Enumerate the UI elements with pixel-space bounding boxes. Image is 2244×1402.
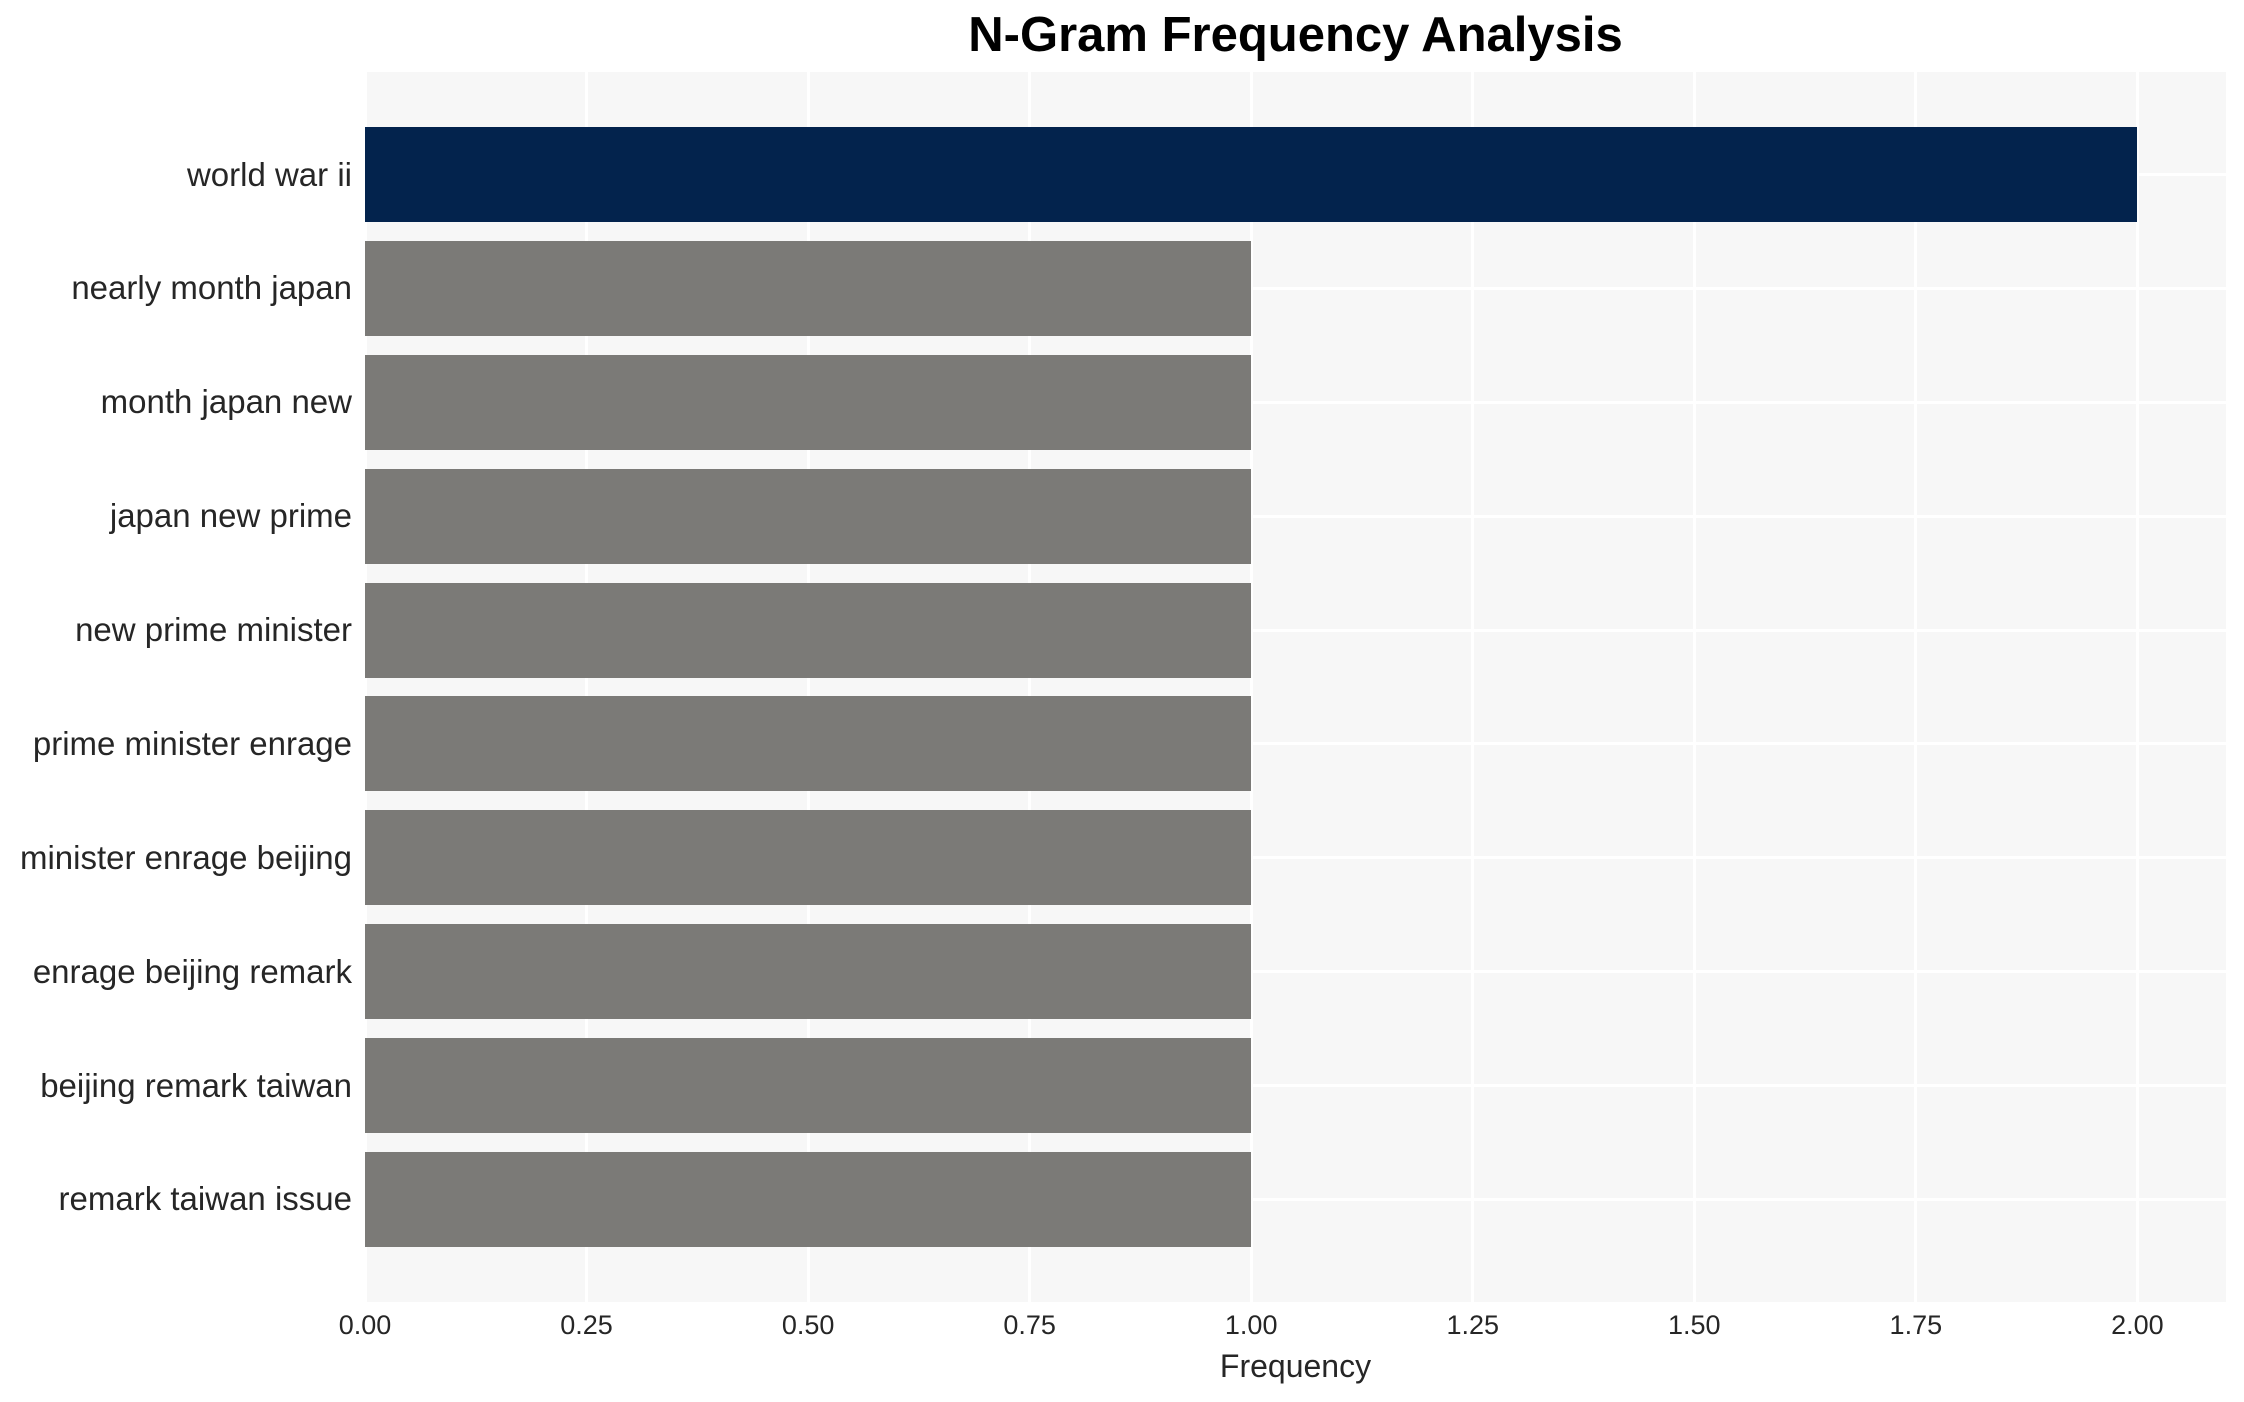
horizontal-gridline	[365, 628, 2226, 632]
bar-row: remark taiwan issue	[0, 1151, 2226, 1247]
y-tick-label: minister enrage beijing	[19, 838, 352, 876]
x-tick-label: 0.25	[560, 1310, 613, 1340]
bar-row: beijing remark taiwan	[0, 1038, 2226, 1133]
y-tick-label: world war ii	[186, 155, 352, 193]
vertical-gridline	[1028, 72, 1032, 1302]
chart-title: N-Gram Frequency Analysis	[968, 8, 1623, 62]
y-tick-label: remark taiwan issue	[58, 1180, 352, 1218]
bar-track	[365, 924, 2226, 1020]
vertical-gridline	[1692, 72, 1696, 1302]
x-tick-label: 1.00	[1224, 1310, 1278, 1340]
bar	[365, 1038, 1252, 1133]
bar-row: nearly month japan	[0, 240, 2226, 336]
x-tick-label: 1.75	[1889, 1310, 1943, 1340]
bar	[365, 468, 1252, 564]
bar-track	[365, 468, 2226, 564]
horizontal-gridline	[365, 742, 2226, 746]
horizontal-gridline	[365, 514, 2226, 518]
vertical-gridline	[2135, 72, 2139, 1302]
vertical-gridline	[585, 72, 589, 1302]
bar-row: new prime minister	[0, 582, 2226, 678]
bar-track	[365, 127, 2226, 222]
bar	[365, 810, 1252, 906]
bar-track	[365, 354, 2226, 450]
vertical-gridline	[806, 72, 810, 1302]
bar-row: prime minister enrage	[0, 696, 2226, 792]
horizontal-gridline	[365, 286, 2226, 290]
bar-track	[365, 240, 2226, 336]
bar-row: japan new prime	[0, 468, 2226, 564]
vertical-gridline	[1914, 72, 1918, 1302]
bar-row: minister enrage beijing	[0, 810, 2226, 906]
x-tick-label: 2.00	[2111, 1310, 2164, 1340]
bar	[365, 1151, 1252, 1247]
bar-row: world war ii	[0, 127, 2226, 222]
bar-track	[365, 1151, 2226, 1247]
bar	[365, 354, 1252, 450]
x-axis-label: Frequency	[1219, 1348, 1372, 1384]
vertical-gridline	[1249, 72, 1253, 1302]
y-tick-label: month japan new	[100, 383, 352, 421]
y-tick-label: nearly month japan	[71, 269, 352, 307]
x-tick-label: 1.50	[1668, 1310, 1721, 1340]
bar-row: month japan new	[0, 354, 2226, 450]
x-axis-ticks: 0.00 0.25 0.50 0.75 1.00 1.25 1.50 1.75 2.00	[339, 1310, 2226, 1346]
y-tick-label: new prime minister	[75, 611, 352, 648]
bar	[365, 582, 1252, 678]
y-tick-label: enrage beijing remark	[32, 952, 352, 990]
x-tick-label: 1.25	[1446, 1310, 1500, 1340]
bar-track	[365, 810, 2226, 906]
horizontal-gridline	[365, 856, 2226, 860]
x-tick-label: 0.50	[781, 1310, 835, 1340]
bar-track	[365, 1038, 2226, 1133]
bar-track	[365, 696, 2226, 792]
horizontal-gridline	[365, 1084, 2226, 1088]
y-tick-label: prime minister enrage	[32, 724, 352, 762]
bar	[365, 127, 2138, 222]
horizontal-gridline	[365, 970, 2226, 974]
bar-row: enrage beijing remark	[0, 924, 2226, 1020]
y-tick-label: beijing remark taiwan	[40, 1066, 352, 1104]
bar	[365, 696, 1252, 792]
horizontal-gridline	[365, 400, 2226, 404]
bar	[365, 924, 1252, 1020]
horizontal-gridline	[365, 1198, 2226, 1201]
x-tick-label: 0.75	[1003, 1310, 1056, 1340]
vertical-gridline	[363, 72, 367, 1302]
bar-rows: world war ii nearly month japan month japa…	[0, 72, 2226, 1302]
bar-track	[365, 582, 2226, 678]
x-tick-label: 0.00	[338, 1310, 392, 1340]
vertical-gridline	[1471, 72, 1475, 1302]
bar	[365, 240, 1252, 336]
y-tick-label: japan new prime	[109, 497, 352, 535]
